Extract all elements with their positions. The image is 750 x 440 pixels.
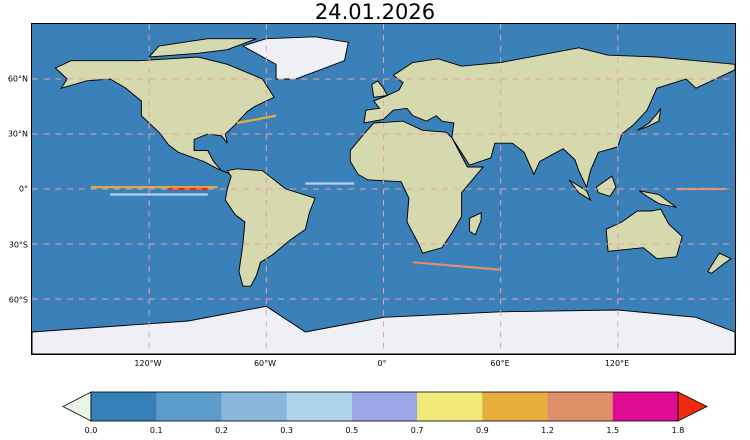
lat-label: 60°S — [8, 295, 28, 305]
colorbar-segment — [417, 392, 483, 421]
australia — [605, 208, 683, 260]
madagascar — [468, 212, 482, 236]
new-guinea — [639, 190, 677, 208]
colorbar-tick-label: 1.2 — [541, 426, 554, 435]
south-america — [224, 168, 316, 287]
colorbar-segment — [351, 392, 418, 421]
lon-label: 60°E — [490, 359, 510, 368]
colorbar-segment — [91, 392, 157, 421]
colorbar-tick-label: 0.7 — [410, 426, 424, 435]
lon-label: 60°W — [253, 359, 277, 368]
lat-label: 30°S — [8, 240, 28, 250]
colorbar-tick-label: 0.0 — [84, 426, 98, 435]
eurasia — [363, 47, 735, 189]
arctic-islands — [148, 38, 257, 58]
lon-label: 0° — [377, 359, 387, 368]
greenland — [241, 36, 349, 80]
colorbar-tick-label: 0.3 — [280, 426, 294, 435]
colorbar-tick-label: 0.9 — [475, 426, 489, 435]
land — [54, 38, 735, 287]
colorbar-tick-label: 1.5 — [606, 426, 620, 435]
world-map — [31, 23, 736, 355]
lon-label: 120°E — [604, 359, 630, 368]
sumatra — [568, 179, 592, 202]
gridlines — [32, 24, 735, 354]
lat-label: 30°N — [7, 129, 28, 139]
colorbar-outline — [90, 391, 679, 422]
japan — [637, 108, 662, 131]
colorbar-over-triangle — [677, 391, 708, 422]
new-zealand — [706, 252, 733, 274]
colorbar-segment — [482, 392, 549, 421]
colorbar-tick-label: 1.8 — [671, 426, 685, 435]
colorbar-segment — [156, 392, 222, 421]
colorbar — [62, 391, 708, 422]
lat-label: 0° — [18, 184, 28, 194]
north-america — [54, 56, 275, 175]
map-title: 24.01.2026 — [314, 0, 436, 24]
colorbar-segment — [286, 392, 353, 421]
colorbar-tick-label: 0.5 — [345, 426, 359, 435]
colorbar-segment — [612, 392, 679, 421]
colorbar-tick-label: 0.2 — [215, 426, 228, 435]
lat-label: 60°N — [7, 74, 28, 84]
colorbar-under-triangle — [62, 391, 92, 422]
colorbar-segment — [547, 392, 614, 421]
colorbar-segment — [221, 392, 288, 421]
africa — [349, 120, 485, 254]
borneo — [595, 175, 617, 197]
lon-label: 120°W — [134, 359, 162, 368]
colorbar-tick-label: 0.1 — [149, 426, 163, 435]
